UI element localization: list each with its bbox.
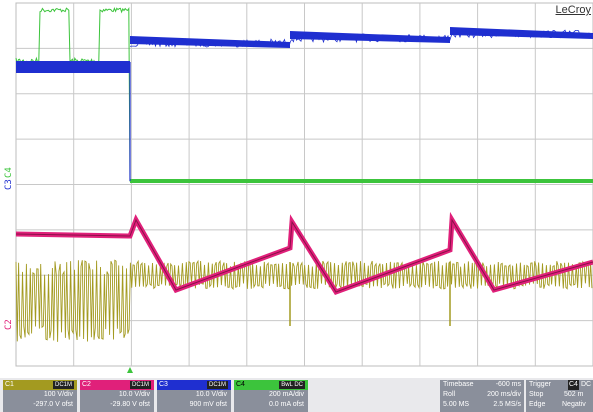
channel-c4-scale: 200 mA/div [268, 391, 304, 398]
channel-c1-tag: DC1M [52, 381, 74, 389]
channel-c1-name: C1 [5, 381, 14, 388]
channel-info-panel: C1 DC1M 100 V/div -297.0 V ofst C2 DC1M 10… [0, 378, 593, 412]
channel-c1-trace [15, 259, 593, 342]
channel-c2-name: C2 [82, 381, 91, 388]
channel-c2-trace-core [15, 218, 593, 293]
timebase-box[interactable]: Timebase -600 ms Roll 200 ms/div 5.00 MS… [440, 380, 524, 412]
channel-c2-scale: 10.0 V/div [118, 391, 150, 398]
channel-c3-band-step [290, 31, 450, 43]
channel-c3-name: C3 [159, 381, 168, 388]
timebase-scale: 200 ms/div [487, 391, 521, 398]
trigger-source: C4 [568, 380, 579, 390]
channel-c1-offset: -297.0 V ofst [33, 401, 73, 408]
channel-c2-box[interactable]: C2 DC1M 10.0 V/div -29.80 V ofst [80, 380, 154, 412]
channel-c3-box[interactable]: C3 DC1M 10.0 V/div 900 mV ofst [157, 380, 231, 412]
trigger-mode: Stop [529, 391, 544, 398]
channel-c2-offset: -29.80 V ofst [110, 401, 150, 408]
channel-c3-band-step [130, 36, 290, 48]
timebase-delay: -600 ms [495, 381, 521, 388]
timebase-sample-rate: 2.5 MS/s [493, 401, 521, 408]
trigger-coupling: DC [581, 381, 592, 388]
channel-c3-tag: DC1M [206, 381, 228, 389]
trigger-type: Edge [529, 401, 546, 408]
timebase-mode: Roll [443, 391, 456, 398]
trigger-position-marker [127, 367, 133, 373]
channel-c4-label: C4 [4, 167, 14, 178]
channel-c3-trace [129, 28, 593, 48]
timebase-samples: 5.00 MS [443, 401, 470, 408]
channel-c4-offset: 0.0 mA ofst [268, 401, 304, 408]
channel-c3-offset: 900 mV ofst [189, 401, 227, 408]
channel-c2-tag: DC1M [129, 381, 151, 389]
trigger-box[interactable]: Trigger C4 DC Stop 502 m Edge Negativ [526, 380, 593, 412]
channel-c1-scale: 100 V/div [43, 391, 73, 398]
brand-logo: LeCroy [555, 4, 591, 16]
channel-c4-tag: BwL DC [279, 381, 305, 389]
timebase-label: Timebase [443, 381, 474, 388]
trigger-level: 502 m [564, 391, 584, 398]
channel-c3-scale: 10.0 V/div [195, 391, 227, 398]
trigger-slope: Negativ [562, 401, 586, 408]
channel-c1-box[interactable]: C1 DC1M 100 V/div -297.0 V ofst [3, 380, 77, 412]
channel-c4-band [130, 179, 593, 183]
channel-c2-label: C2 [4, 319, 14, 330]
trigger-label: Trigger [529, 381, 551, 388]
channel-c4-name: C4 [236, 381, 245, 388]
channel-c4-box[interactable]: C4 BwL DC 200 mA/div 0.0 mA ofst [234, 380, 308, 412]
channel-c3-label: C3 [4, 179, 14, 190]
channel-c3-band-pre [16, 61, 130, 73]
